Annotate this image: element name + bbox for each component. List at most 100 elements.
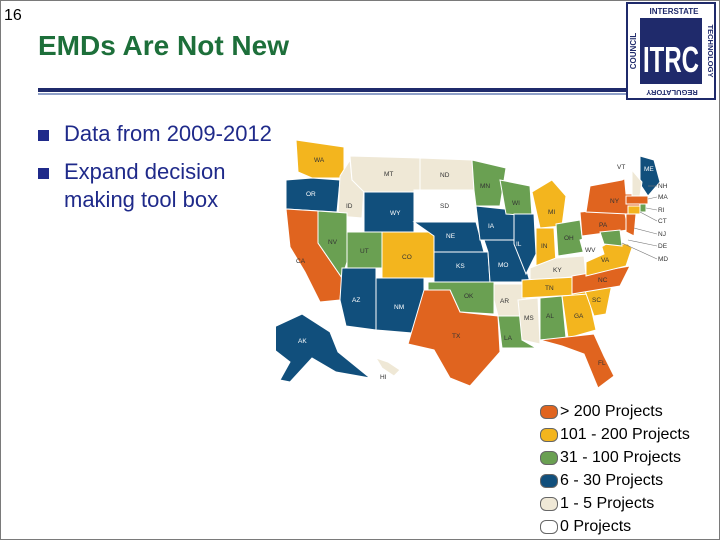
state-label: ND [440, 172, 450, 179]
us-map: WA OR CA ID NV MT WY UT CO AZ NM ND SD N… [276, 139, 668, 389]
state-label: TX [452, 333, 461, 340]
state-ct [627, 205, 641, 215]
state-label: HI [380, 374, 387, 381]
bullet-marker-icon [38, 168, 49, 179]
state-ri [639, 203, 647, 213]
state-wv [579, 233, 605, 263]
legend-item: 1 - 5 Projects [538, 494, 690, 517]
legend-item: 31 - 100 Projects [538, 448, 690, 471]
legend-label: 0 Projects [560, 518, 632, 535]
legend-swatch [540, 474, 558, 488]
legend-item: 0 Projects [538, 517, 690, 540]
state-label: ID [346, 203, 353, 210]
state-label: WI [512, 200, 520, 207]
state-label: OR [306, 191, 316, 198]
state-ga [561, 293, 597, 339]
logo-bottom-text: REGULATORY [646, 88, 698, 97]
state-fl [539, 333, 615, 389]
state-label: AK [298, 338, 307, 345]
legend-label: 31 - 100 Projects [560, 449, 681, 466]
state-label: NM [394, 304, 404, 311]
logo-right-text: TECHNOLOGY [706, 25, 715, 78]
state-il [513, 213, 537, 276]
state-label: OH [564, 235, 574, 242]
legend-label: 101 - 200 Projects [560, 426, 690, 443]
state-label: TN [545, 285, 554, 292]
state-label: MN [480, 183, 490, 190]
itrc-logo: ITRC INTERSTATE TECHNOLOGY COUNCIL REGUL… [626, 2, 716, 100]
state-label: OK [464, 293, 474, 300]
state-mi [531, 179, 567, 229]
state-label: WV [585, 247, 596, 254]
state-label: MD [658, 256, 668, 263]
legend-label: 6 - 30 Projects [560, 472, 664, 489]
state-hi [374, 357, 401, 377]
legend-swatch [540, 520, 558, 534]
state-label: NJ [658, 231, 666, 238]
state-label: SD [440, 203, 449, 210]
leader-line [627, 239, 658, 247]
leader-line [633, 227, 658, 235]
title-rule-light [38, 93, 628, 95]
state-me [639, 155, 661, 197]
legend-item: 101 - 200 Projects [538, 425, 690, 448]
legend-item: 6 - 30 Projects [538, 471, 690, 494]
state-label: ME [644, 166, 654, 173]
legend-swatch [540, 497, 558, 511]
state-label: AR [500, 298, 509, 305]
state-nj [625, 213, 637, 237]
state-label: KY [553, 267, 562, 274]
state-label: GA [574, 313, 584, 320]
logo-left-text: COUNCIL [629, 33, 638, 70]
state-mn [471, 159, 507, 207]
state-label: MS [524, 315, 534, 322]
state-ak [276, 313, 372, 383]
state-label: RI [658, 207, 665, 214]
state-label: MT [384, 171, 393, 178]
state-wy [363, 191, 415, 233]
bullet-text: Data from 2009-2012 [64, 121, 272, 146]
state-label: NV [328, 239, 338, 246]
state-label: CT [658, 218, 667, 225]
leader-line [645, 207, 658, 211]
state-md [599, 229, 623, 247]
bullet-item: Expand decision making tool box [38, 158, 278, 214]
bullet-list: Data from 2009-2012 Expand decision maki… [38, 120, 278, 224]
state-label: MI [548, 209, 555, 216]
leader-line [639, 211, 658, 222]
state-label: NE [446, 233, 456, 240]
legend-swatch [540, 405, 558, 419]
state-label: MO [498, 262, 508, 269]
state-ky [529, 255, 587, 281]
legend-swatch [540, 428, 558, 442]
state-ms [517, 297, 541, 345]
state-label: IA [488, 223, 495, 230]
state-label: NH [658, 183, 668, 190]
legend-item: > 200 Projects [538, 402, 690, 425]
logo-letters: ITRC [643, 39, 699, 80]
title-rule [38, 88, 628, 92]
legend-label: > 200 Projects [560, 403, 663, 420]
state-label: MA [658, 194, 668, 201]
state-label: PA [599, 222, 608, 229]
state-tx [407, 289, 501, 387]
state-label: DE [658, 243, 668, 250]
bullet-item: Data from 2009-2012 [38, 120, 278, 148]
state-label: FL [598, 360, 606, 367]
state-az [339, 267, 377, 331]
state-label: AZ [352, 297, 360, 304]
state-ma [625, 195, 649, 205]
state-label: NY [610, 198, 620, 205]
legend-label: 1 - 5 Projects [560, 495, 655, 512]
state-vt [623, 169, 633, 195]
map-legend: > 200 Projects 101 - 200 Projects 31 - 1… [538, 402, 690, 540]
slide-title: EMDs Are Not New [38, 30, 290, 61]
state-label: NC [598, 277, 608, 284]
state-label: WY [390, 210, 401, 217]
leader-line [647, 196, 658, 200]
state-label: VA [601, 257, 610, 264]
state-label: SC [592, 297, 601, 304]
state-label: LA [504, 335, 513, 342]
state-label: CO [402, 254, 412, 261]
leader-line [621, 242, 658, 260]
